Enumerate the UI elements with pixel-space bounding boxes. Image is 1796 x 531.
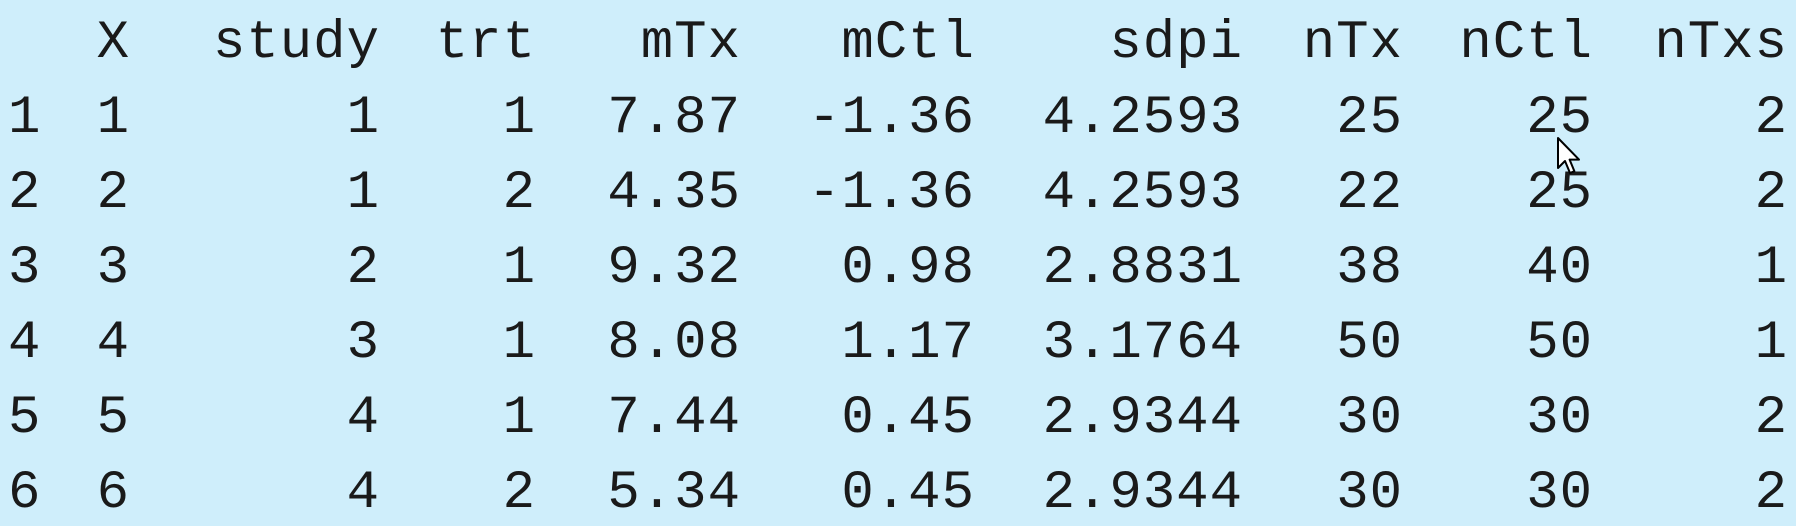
table-cell: 3 — [96, 238, 130, 299]
column-header-mtx: mTx — [640, 13, 741, 74]
table-cell: 1 — [1754, 238, 1788, 299]
table-cell: 1 — [346, 88, 380, 149]
table-cell: 2 — [1754, 88, 1788, 149]
column-header-nctl: nCtl — [1459, 13, 1593, 74]
table-row: 6 6 4 2 5.34 0.45 2.9344 30 30 2 — [8, 456, 1788, 531]
table-cell: 2 — [502, 463, 536, 524]
table-cell: 22 — [1336, 163, 1403, 224]
table-cell: 2 — [1754, 388, 1788, 449]
row-index-cell: 4 — [8, 313, 42, 374]
table-cell: 4 — [346, 388, 380, 449]
table-cell: 2.9344 — [1042, 388, 1243, 449]
table-cell: -1.36 — [807, 163, 975, 224]
table-cell: 0.98 — [841, 238, 975, 299]
table-cell: 30 — [1336, 388, 1403, 449]
column-header-index — [8, 6, 52, 81]
table-cell: 0.45 — [841, 388, 975, 449]
table-cell: 30 — [1526, 388, 1593, 449]
data-table: X study trt mTx mCtl sdpi nTx nCtl nTxs … — [8, 6, 1788, 531]
table-cell: 1 — [346, 163, 380, 224]
table-row: 4 4 3 1 8.08 1.17 3.1764 50 50 1 — [8, 306, 1788, 381]
column-header-trt: trt — [435, 13, 536, 74]
table-cell: 9.32 — [607, 238, 741, 299]
table-cell: 2 — [346, 238, 380, 299]
table-cell: 2 — [1754, 463, 1788, 524]
table-cell: 3 — [346, 313, 380, 374]
table-row: 1 1 1 1 7.87 -1.36 4.2593 25 25 2 — [8, 81, 1788, 156]
table-cell: 1 — [502, 238, 536, 299]
table-row: 2 2 1 2 4.35 -1.36 4.2593 22 25 2 — [8, 156, 1788, 231]
table-row: 3 3 2 1 9.32 0.98 2.8831 38 40 1 — [8, 231, 1788, 306]
table-cell: 50 — [1526, 313, 1593, 374]
table-cell: 25 — [1336, 88, 1403, 149]
table-header-row: X study trt mTx mCtl sdpi nTx nCtl nTxs — [8, 6, 1788, 81]
table-cell: 0.45 — [841, 463, 975, 524]
table-cell: 4.2593 — [1042, 163, 1243, 224]
row-index-cell: 3 — [8, 238, 42, 299]
table-cell: 2 — [1754, 163, 1788, 224]
column-header-study: study — [212, 13, 380, 74]
table-cell: -1.36 — [807, 88, 975, 149]
table-cell: 8.08 — [607, 313, 741, 374]
column-header-sdpi: sdpi — [1109, 13, 1243, 74]
table-cell: 1 — [1754, 313, 1788, 374]
table-row: 5 5 4 1 7.44 0.45 2.9344 30 30 2 — [8, 381, 1788, 456]
column-header-x: X — [96, 13, 130, 74]
table-cell: 38 — [1336, 238, 1403, 299]
column-header-ntxs: nTxs — [1654, 13, 1788, 74]
table-cell: 1 — [96, 88, 130, 149]
table-cell: 25 — [1526, 163, 1593, 224]
table-cell: 2.8831 — [1042, 238, 1243, 299]
row-index-cell: 5 — [8, 388, 42, 449]
mouse-pointer-icon — [1557, 137, 1580, 174]
row-index-cell: 2 — [8, 163, 42, 224]
table-cell: 7.87 — [607, 88, 741, 149]
table-cell: 50 — [1336, 313, 1403, 374]
table-cell: 4.2593 — [1042, 88, 1243, 149]
row-index-cell: 1 — [8, 88, 42, 149]
table-cell: 7.44 — [607, 388, 741, 449]
table-cell: 2 — [96, 163, 130, 224]
table-cell: 1 — [502, 88, 536, 149]
column-header-mctl: mCtl — [841, 13, 975, 74]
column-header-ntx: nTx — [1302, 13, 1403, 74]
table-cell: 5 — [96, 388, 130, 449]
table-cell: 30 — [1336, 463, 1403, 524]
table-cell: 5.34 — [607, 463, 741, 524]
table-cell: 3.1764 — [1042, 313, 1243, 374]
table-cell: 2.9344 — [1042, 463, 1243, 524]
table-cell: 1 — [502, 313, 536, 374]
table-cell: 2 — [502, 163, 536, 224]
table-cell: 4.35 — [607, 163, 741, 224]
table-cell: 4 — [96, 313, 130, 374]
table-cell: 1 — [502, 388, 536, 449]
table-cell: 1.17 — [841, 313, 975, 374]
table-cell: 30 — [1526, 463, 1593, 524]
table-cell: 40 — [1526, 238, 1593, 299]
table-cell: 6 — [96, 463, 130, 524]
row-index-cell: 6 — [8, 463, 42, 524]
table-cell: 4 — [346, 463, 380, 524]
